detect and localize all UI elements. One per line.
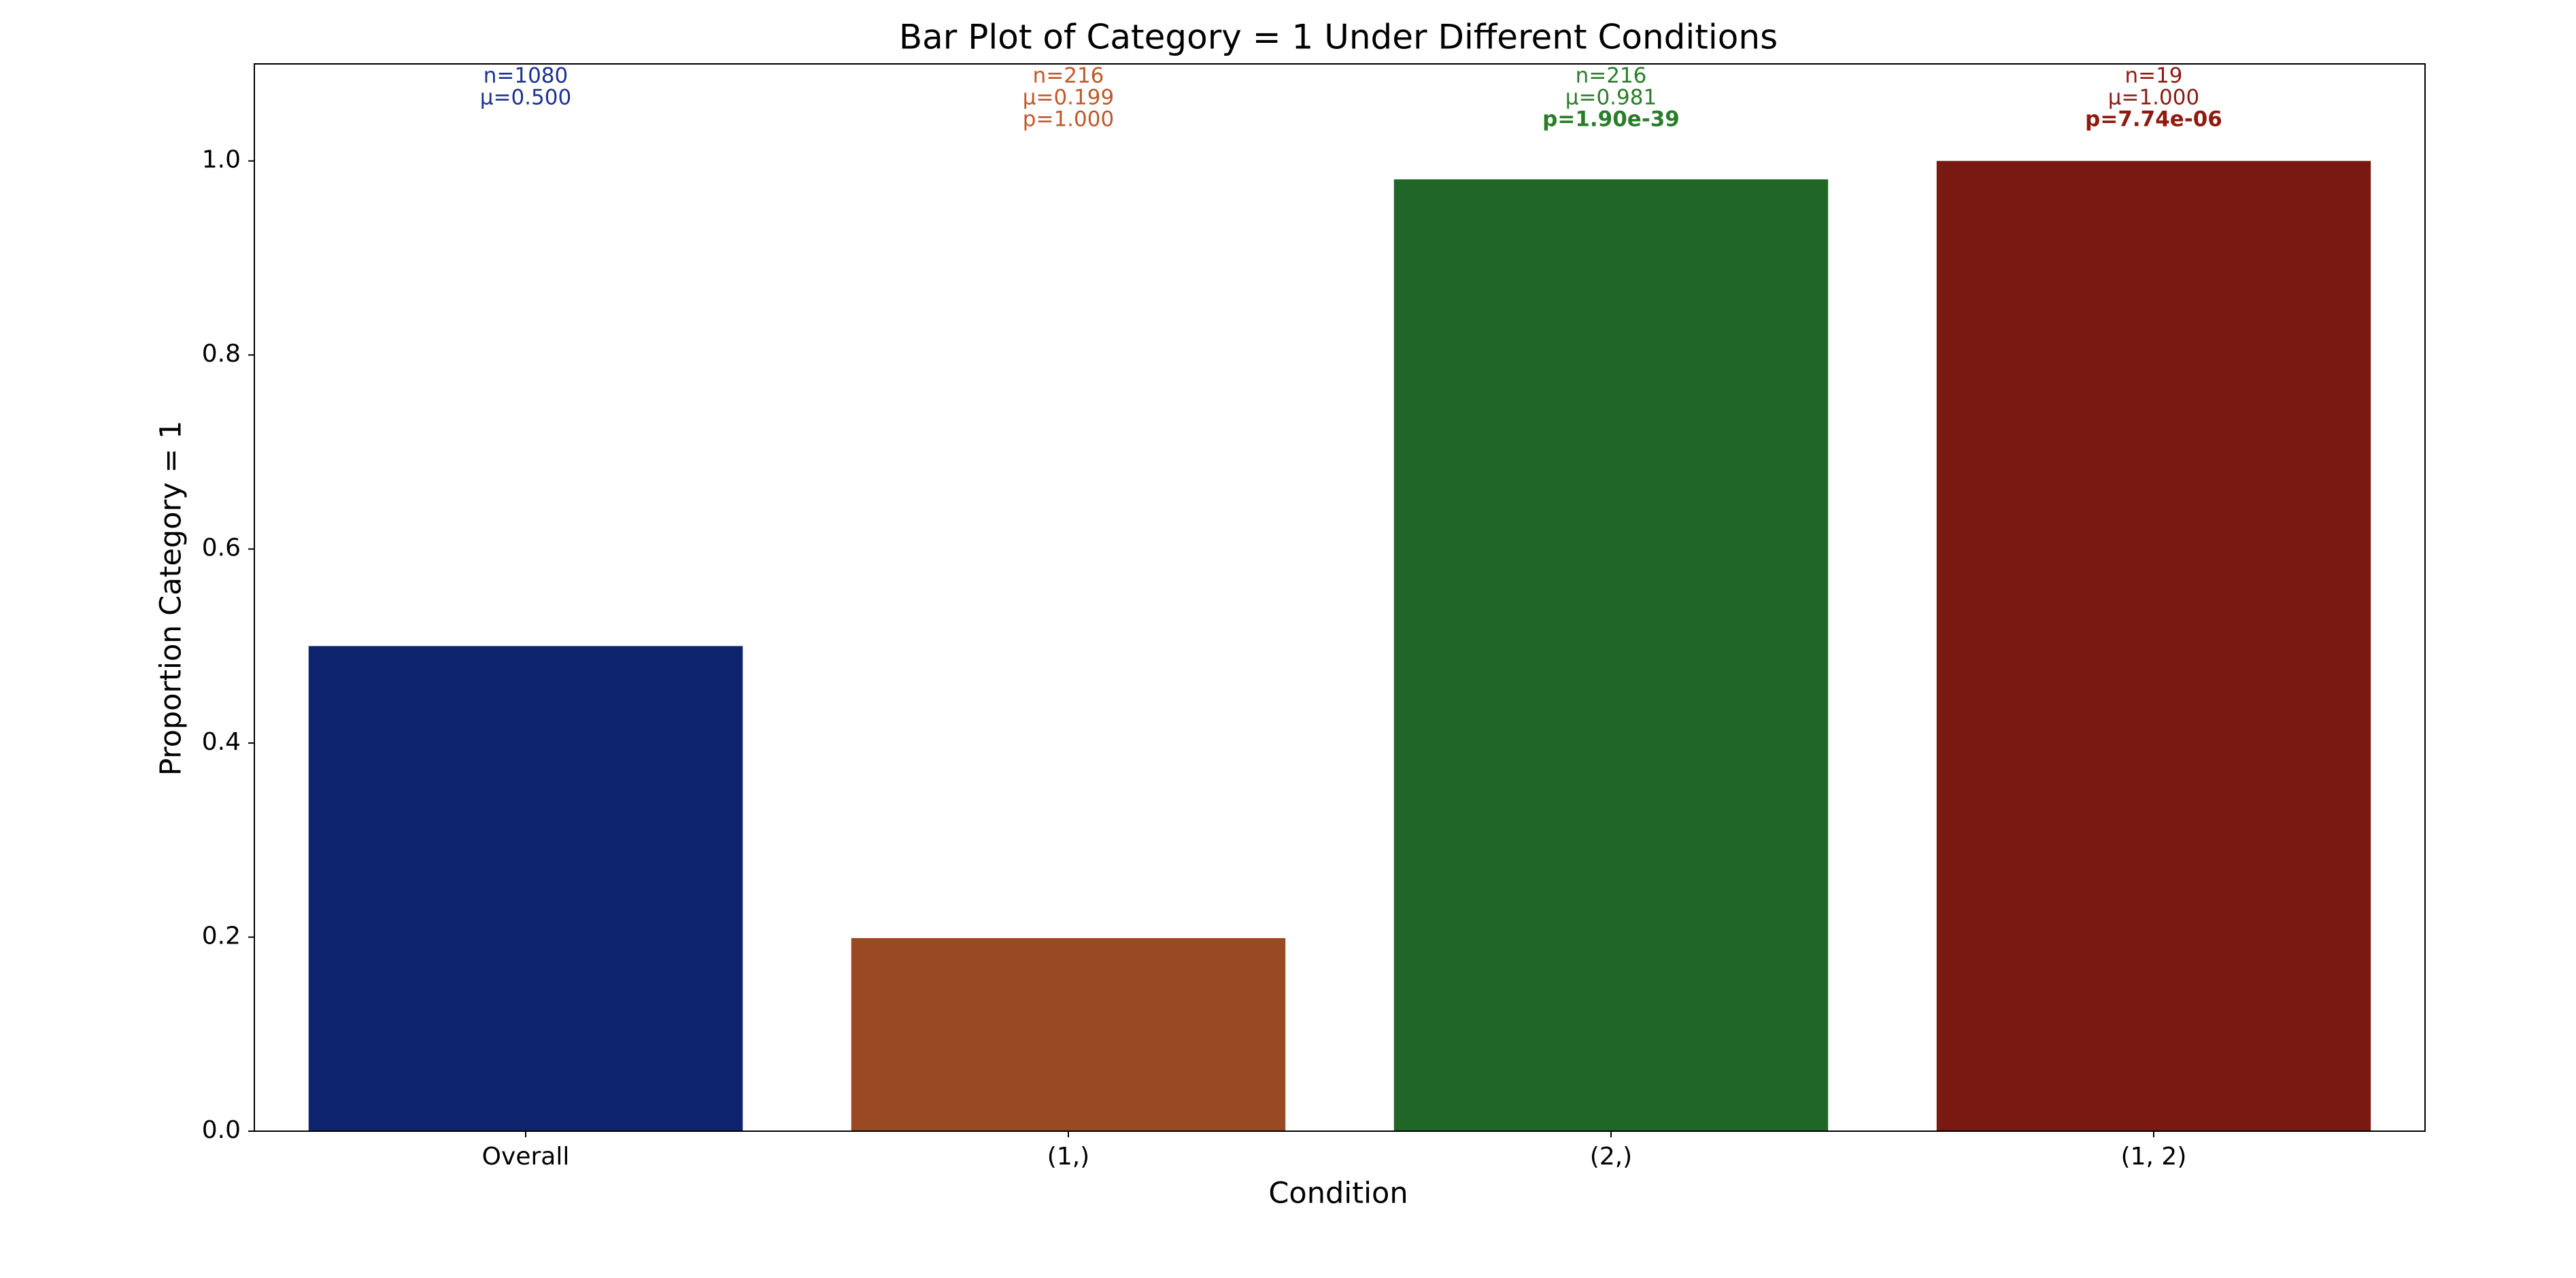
value-label: μ=0.981 xyxy=(1565,86,1657,110)
y-axis-label: Proportion Category = 1 xyxy=(154,421,188,776)
bar xyxy=(851,937,1286,1131)
bar xyxy=(1936,160,2371,1131)
y-tick-label: 0.2 xyxy=(202,922,241,950)
n-label: n=216 xyxy=(1033,64,1104,88)
bar xyxy=(308,646,743,1131)
y-tick-label: 0.6 xyxy=(202,534,241,562)
x-tick-label: (2,) xyxy=(1590,1143,1632,1171)
chart-title: Bar Plot of Category = 1 Under Different… xyxy=(899,18,1778,57)
p-label: p=1.90e-39 xyxy=(1542,107,1680,132)
x-tick-label: Overall xyxy=(482,1143,570,1171)
n-label: n=1080 xyxy=(484,64,569,88)
value-label: μ=1.000 xyxy=(2108,86,2199,110)
n-label: n=19 xyxy=(2124,64,2182,88)
p-label: p=7.74e-06 xyxy=(2085,107,2222,132)
value-label: μ=0.199 xyxy=(1023,86,1114,110)
x-tick-label: (1,) xyxy=(1047,1143,1089,1171)
y-tick-label: 0.0 xyxy=(202,1116,241,1144)
bar xyxy=(1393,179,1829,1131)
value-label: μ=0.500 xyxy=(480,86,571,110)
p-label: p=1.000 xyxy=(1023,107,1114,132)
y-tick-label: 1.0 xyxy=(202,146,241,174)
plot-frame xyxy=(254,63,2426,1132)
y-tick-label: 0.4 xyxy=(202,728,241,756)
x-axis-label: Condition xyxy=(1268,1177,1408,1211)
n-label: n=216 xyxy=(1576,64,1647,88)
x-tick-label: (1, 2) xyxy=(2121,1143,2187,1171)
y-tick-label: 0.8 xyxy=(202,340,241,368)
